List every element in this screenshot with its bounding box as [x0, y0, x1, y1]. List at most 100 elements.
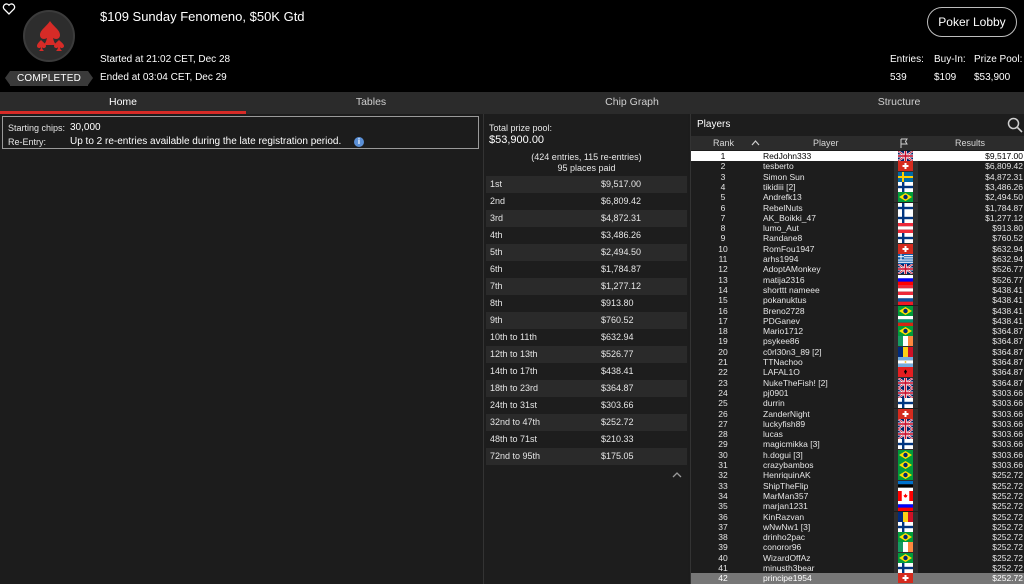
- player-row[interactable]: 31 crazybambos $303.66: [691, 460, 1024, 471]
- reentry-label: Re-Entry:: [8, 137, 47, 147]
- country-flag-icon: [897, 263, 914, 276]
- player-row[interactable]: 12 AdoptAMonkey $526.77: [691, 263, 1024, 276]
- player-name: durrin: [763, 398, 785, 409]
- player-row[interactable]: 18 Mario1712 $364.87: [691, 326, 1024, 337]
- payout-amount: $632.94: [601, 332, 634, 342]
- tab-home[interactable]: Home: [0, 92, 246, 114]
- player-row[interactable]: 1 RedJohn333 $9,517.00: [691, 150, 1024, 162]
- player-name: tesberto: [763, 161, 794, 172]
- player-row[interactable]: 37 wNwNw1 [3] $252.72: [691, 521, 1024, 533]
- player-row[interactable]: 9 Randane8 $760.52: [691, 233, 1024, 244]
- payout-place: 24th to 31st: [490, 400, 538, 410]
- player-rank: 18: [718, 326, 728, 337]
- tab-structure[interactable]: Structure: [877, 96, 921, 108]
- player-result: $526.77: [992, 274, 1023, 285]
- player-rank: 21: [718, 357, 728, 367]
- player-row[interactable]: 8 lumo_Aut $913.80: [691, 223, 1024, 234]
- player-row[interactable]: 10 RomFou1947 $632.94: [691, 243, 1024, 254]
- player-row[interactable]: 33 ShipTheFlip $252.72: [691, 480, 1024, 491]
- player-row[interactable]: 35 marjan1231 $252.72: [691, 501, 1024, 512]
- player-row[interactable]: 40 WizardOffAz $252.72: [691, 552, 1024, 563]
- info-icon[interactable]: i: [354, 137, 364, 147]
- player-row[interactable]: 25 durrin $303.66: [691, 398, 1024, 409]
- player-row[interactable]: 34 MarMan357 $252.72: [691, 490, 1024, 502]
- rank-column-header[interactable]: Rank: [713, 138, 735, 148]
- player-name: marjan1231: [763, 501, 808, 512]
- payout-amount: $6,809.42: [601, 196, 642, 206]
- player-rank: 38: [718, 532, 728, 543]
- poker-lobby-button[interactable]: Poker Lobby: [927, 7, 1017, 37]
- total-prize-label: Total prize pool:: [489, 123, 553, 133]
- player-name: lucas: [763, 429, 783, 440]
- tab-tables[interactable]: Tables: [355, 96, 387, 108]
- player-row[interactable]: 7 AK_Boikki_47 $1,277.12: [691, 212, 1024, 224]
- player-result: $303.66: [992, 429, 1023, 440]
- country-flag-icon: [898, 284, 913, 295]
- search-icon[interactable]: [1007, 117, 1023, 133]
- starting-chips-label: Starting chips:: [8, 123, 66, 133]
- player-row[interactable]: 4 tikidiii [2] $3,486.26: [691, 181, 1024, 193]
- player-row[interactable]: 14 shorttt nameee $438.41: [691, 284, 1024, 296]
- player-name: PDGanev: [763, 315, 800, 326]
- player-row[interactable]: 38 drinho2pac $252.72: [691, 532, 1024, 543]
- payout-place: 6th: [490, 264, 503, 274]
- player-row[interactable]: 39 conoror96 $252.72: [691, 542, 1024, 553]
- player-result: $364.87: [992, 326, 1023, 337]
- player-row[interactable]: 20 c0rl30n3_89 [2] $364.87: [691, 346, 1024, 357]
- player-name: lumo_Aut: [763, 223, 799, 234]
- country-flag-icon: [897, 376, 914, 389]
- player-row[interactable]: 21 TTNachoo $364.87: [691, 357, 1024, 368]
- player-name: WizardOffAz: [763, 552, 811, 563]
- player-row[interactable]: 19 psykee86 $364.87: [691, 336, 1024, 347]
- player-rank: 23: [718, 377, 728, 388]
- player-row[interactable]: 41 minusth3bear $252.72: [691, 563, 1024, 574]
- player-row[interactable]: 27 luckyfish89 $303.66: [691, 417, 1024, 430]
- players-panel: Players Rank Player Results 1 RedJohn333 $…: [690, 114, 1024, 584]
- country-flag-icon: [898, 326, 913, 337]
- player-row[interactable]: 5 Andrefk13 $2,494.50: [691, 192, 1024, 203]
- buyin-label: Buy-In:: [934, 54, 966, 65]
- country-flag-icon: [898, 181, 913, 192]
- player-row[interactable]: 15 pokanuktus $438.41: [691, 295, 1024, 306]
- player-row[interactable]: 22 LAFAL1O $364.87: [691, 367, 1024, 378]
- country-flag-icon: [898, 274, 913, 285]
- payout-place: 48th to 71st: [490, 434, 538, 444]
- country-flag-icon: [898, 171, 913, 182]
- results-column-header[interactable]: Results: [955, 138, 986, 148]
- player-result: $252.72: [992, 552, 1023, 563]
- payout-row: 10th to 11th $632.94: [486, 329, 687, 346]
- payout-place: 5th: [490, 247, 503, 257]
- player-name: MarMan357: [763, 490, 809, 501]
- player-row[interactable]: 13 matija2316 $526.77: [691, 274, 1024, 285]
- sort-up-icon[interactable]: [751, 136, 760, 154]
- player-row[interactable]: 29 magicmikka [3] $303.66: [691, 439, 1024, 450]
- player-row[interactable]: 11 arhs1994 $632.94: [691, 254, 1024, 265]
- caret-up-icon[interactable]: [672, 466, 682, 478]
- player-row[interactable]: 2 tesberto $6,809.42: [691, 161, 1024, 172]
- player-result: $364.87: [992, 346, 1023, 357]
- player-row[interactable]: 28 lucas $303.66: [691, 428, 1024, 440]
- heart-icon[interactable]: [2, 2, 16, 16]
- tab-chip-graph[interactable]: Chip Graph: [605, 96, 659, 108]
- player-name: pokanuktus: [763, 295, 807, 306]
- player-row[interactable]: 16 Breno2728 $438.41: [691, 305, 1024, 316]
- player-column-header[interactable]: Player: [813, 138, 839, 148]
- player-row[interactable]: 30 h.dogui [3] $303.66: [691, 449, 1024, 460]
- player-row[interactable]: 23 NukeTheFish! [2] $364.87: [691, 376, 1024, 389]
- player-row[interactable]: 32 HenriquinAK $252.72: [691, 470, 1024, 481]
- player-row[interactable]: 42 principe1954 $252.72: [691, 573, 1024, 584]
- player-rank: 31: [718, 460, 728, 470]
- player-name: Mario1712: [763, 326, 804, 337]
- player-result: $2,494.50: [985, 192, 1023, 203]
- player-row[interactable]: 17 PDGanev $438.41: [691, 315, 1024, 327]
- player-row[interactable]: 6 RebelNuts $1,784.87: [691, 202, 1024, 213]
- player-row[interactable]: 26 ZanderNight $303.66: [691, 408, 1024, 419]
- player-result: $4,872.31: [985, 171, 1023, 182]
- player-name: LAFAL1O: [763, 367, 800, 378]
- player-row[interactable]: 36 KinRazvan $252.72: [691, 511, 1024, 522]
- player-row[interactable]: 24 pj0901 $303.66: [691, 387, 1024, 399]
- player-rank: 29: [718, 439, 728, 450]
- player-row[interactable]: 3 Simon Sun $4,872.31: [691, 171, 1024, 182]
- player-name: NukeTheFish! [2]: [763, 377, 828, 388]
- flag-header-icon[interactable]: [899, 138, 909, 152]
